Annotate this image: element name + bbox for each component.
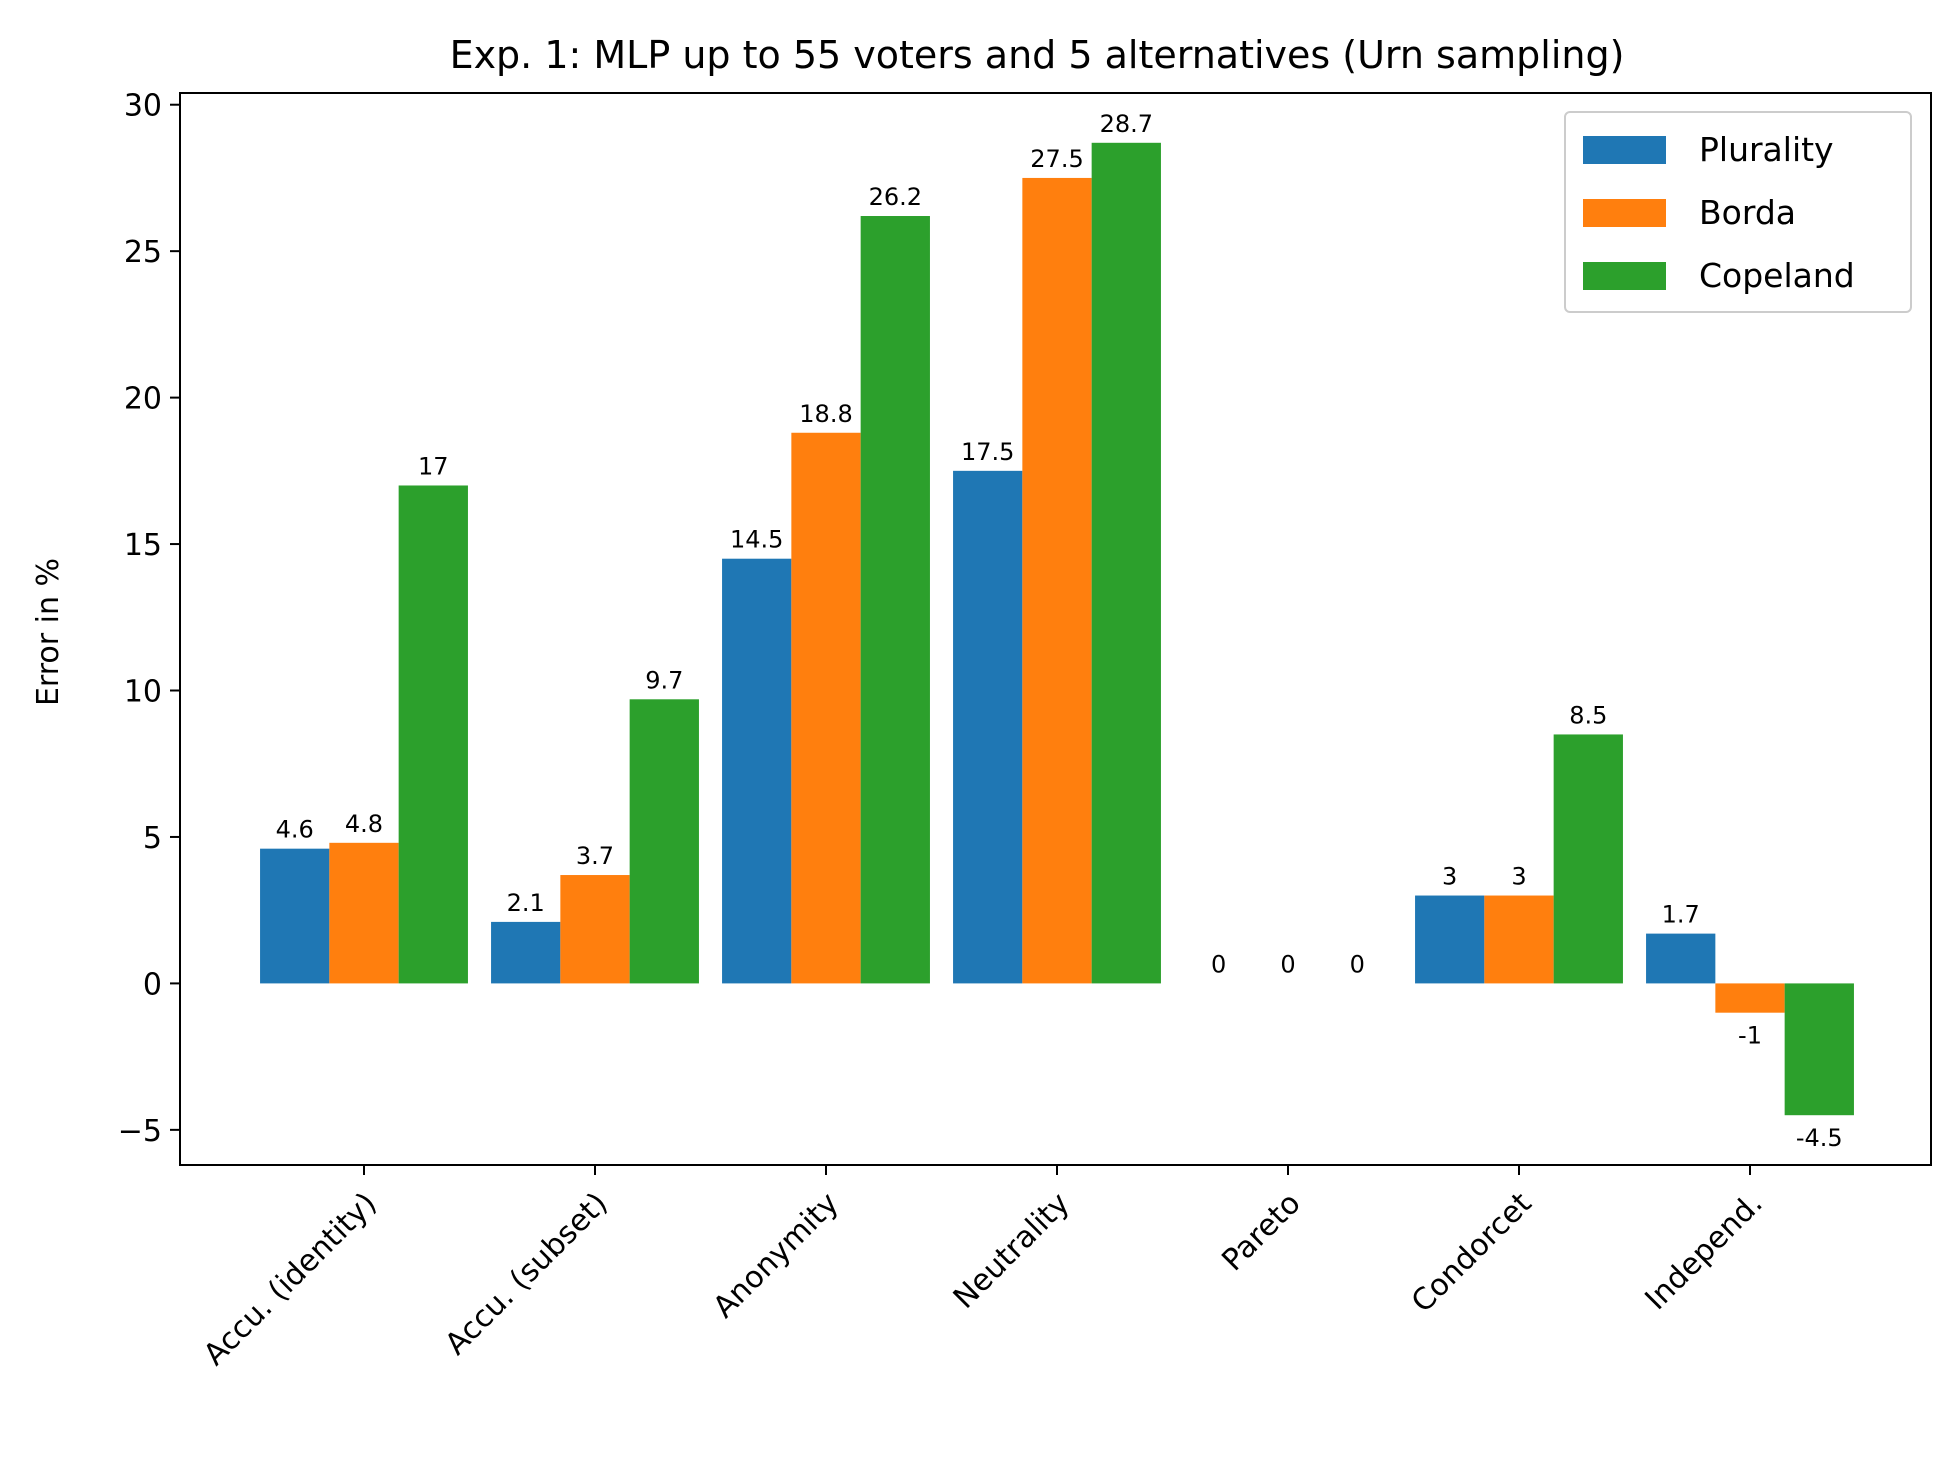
bar-label-plurality-6: 1.7 xyxy=(1662,901,1700,929)
bar-label-plurality-0: 4.6 xyxy=(276,816,314,844)
x-tick-label: Accu. (subset) xyxy=(439,1186,615,1362)
bar-label-copeland-0: 17 xyxy=(418,452,449,480)
bar-label-plurality-1: 2.1 xyxy=(507,889,545,917)
axes-frame-top xyxy=(179,92,1932,1166)
bar-label-copeland-4: 0 xyxy=(1350,950,1365,978)
bar-plurality-2 xyxy=(722,558,792,984)
bar-label-borda-5: 3 xyxy=(1511,863,1526,891)
bar-plurality-0 xyxy=(260,848,330,984)
bar-label-plurality-3: 17.5 xyxy=(961,438,1014,466)
legend-label-copeland: Copeland xyxy=(1699,256,1855,295)
y-tick-label: 0 xyxy=(143,967,162,1002)
y-tick-label: 20 xyxy=(124,382,162,417)
bar-label-borda-2: 18.8 xyxy=(799,400,852,428)
y-tick-label: 10 xyxy=(124,675,162,710)
bar-borda-0 xyxy=(329,842,399,984)
bar-borda-3 xyxy=(1022,177,1092,984)
bar-label-borda-0: 4.8 xyxy=(345,810,383,838)
x-tick-label: Accu. (identity) xyxy=(197,1186,384,1373)
bar-borda-6 xyxy=(1715,983,1785,1013)
bar-borda-2 xyxy=(791,432,861,984)
y-tick-label: 30 xyxy=(124,89,162,124)
y-tick-label: 25 xyxy=(124,235,162,270)
bar-plurality-1 xyxy=(491,921,561,984)
bar-copeland-0 xyxy=(398,485,468,984)
bar-label-plurality-4: 0 xyxy=(1211,950,1226,978)
legend-swatch-borda xyxy=(1583,199,1666,227)
bar-label-copeland-2: 26.2 xyxy=(869,183,922,211)
legend: Plurality Borda Copeland xyxy=(1564,111,1912,313)
bar-borda-1 xyxy=(560,875,630,984)
bar-borda-5 xyxy=(1484,895,1554,984)
bar-plurality-6 xyxy=(1646,933,1716,984)
bar-label-copeland-3: 28.7 xyxy=(1100,110,1153,138)
bar-copeland-3 xyxy=(1091,142,1161,984)
x-tick-label: Neutrality xyxy=(947,1186,1077,1316)
legend-swatch-copeland xyxy=(1583,262,1666,290)
bar-copeland-5 xyxy=(1553,734,1623,984)
x-tick-label: Independ. xyxy=(1639,1186,1770,1317)
x-axis: Accu. (identity) Accu. (subset) Anonymity N… xyxy=(197,1165,1770,1373)
bar-label-plurality-2: 14.5 xyxy=(730,526,783,554)
legend-swatch-plurality xyxy=(1583,136,1666,164)
plot-area: 4.6 2.1 14.5 17.5 0 3 1.7 4.8 3.7 18.8 27.5 0 3 -1 17 9… xyxy=(179,92,1932,1166)
x-tick-label: Condorcet xyxy=(1405,1186,1539,1320)
bar-label-copeland-5: 8.5 xyxy=(1569,701,1607,729)
legend-label-borda: Borda xyxy=(1699,193,1796,232)
bar-label-borda-4: 0 xyxy=(1280,950,1295,978)
bar-copeland-6 xyxy=(1784,983,1854,1116)
y-tick-label: −5 xyxy=(118,1114,162,1149)
bar-label-borda-1: 3.7 xyxy=(576,842,614,870)
bar-plurality-5 xyxy=(1415,895,1485,984)
bar-label-copeland-1: 9.7 xyxy=(645,666,683,694)
y-tick-label: 5 xyxy=(143,821,162,856)
x-tick-label: Pareto xyxy=(1215,1186,1307,1278)
bar-copeland-2 xyxy=(860,216,930,984)
bar-plurality-3 xyxy=(953,470,1023,984)
y-axis-label: Error in % xyxy=(31,558,66,706)
bar-label-plurality-5: 3 xyxy=(1442,863,1457,891)
chart-title: Exp. 1: MLP up to 55 voters and 5 altern… xyxy=(450,33,1625,77)
y-axis: −5 0 5 10 15 20 25 30 xyxy=(118,89,180,1149)
bar-copeland-1 xyxy=(629,699,699,984)
x-tick-label: Anonymity xyxy=(707,1186,846,1325)
bar-label-borda-3: 27.5 xyxy=(1030,145,1083,173)
bar-label-copeland-6: -4.5 xyxy=(1796,1124,1843,1152)
bar-label-borda-6: -1 xyxy=(1738,1022,1762,1050)
legend-label-plurality: Plurality xyxy=(1699,130,1834,169)
y-tick-label: 15 xyxy=(124,528,162,563)
